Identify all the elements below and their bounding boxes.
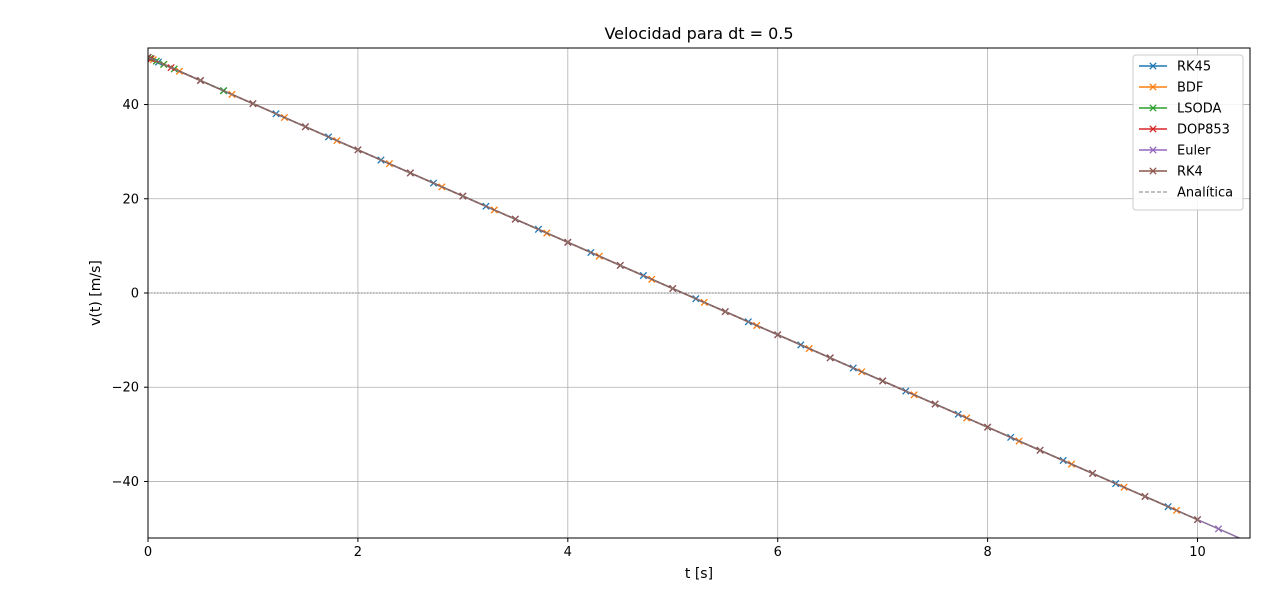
x-tick-label: 4 (564, 545, 572, 560)
y-axis-label: v(t) [m/s] (88, 260, 104, 326)
y-tick-label: 20 (122, 192, 139, 207)
legend-item: RK4 (1139, 165, 1203, 180)
data-point (1247, 540, 1253, 546)
data-point (511, 215, 519, 223)
legend-label: Analítica (1177, 186, 1233, 201)
data-point (983, 423, 992, 431)
legend-item: Euler (1139, 144, 1211, 159)
legend-item: BDF (1139, 81, 1203, 96)
y-axis: −40 −20 0 20 40 (112, 98, 148, 490)
legend-item: LSODA (1139, 102, 1222, 117)
legend-label: DOP853 (1177, 123, 1230, 138)
x-tick-label: 0 (144, 545, 152, 560)
x-tick-label: 10 (1189, 545, 1206, 560)
legend-marker (1149, 146, 1157, 154)
y-tick-label: −40 (112, 475, 139, 490)
series-layer (148, 53, 1253, 546)
chart-title: Velocidad para dt = 0.5 (604, 24, 793, 43)
data-point (879, 377, 887, 385)
legend-label: Euler (1177, 144, 1211, 159)
x-axis-label: t [s] (685, 566, 713, 582)
x-tick-label: 8 (983, 545, 991, 560)
y-tick-label: 0 (131, 287, 139, 302)
series-anal-tica (148, 56, 1241, 538)
legend-item: DOP853 (1139, 123, 1230, 138)
series-line (148, 56, 1241, 538)
data-point (1214, 525, 1223, 533)
x-axis: 0 2 4 6 8 10 (144, 538, 1206, 560)
x-tick-label: 2 (354, 545, 362, 560)
data-point (148, 53, 152, 62)
y-tick-label: 40 (122, 98, 139, 113)
legend-marker (1149, 83, 1157, 91)
data-point (301, 123, 310, 131)
x-tick-label: 6 (774, 545, 782, 560)
legend-marker (1149, 104, 1157, 112)
legend: RK45 BDF LSODA DOP853 Euler RK4 Analítica (1132, 54, 1244, 211)
legend-label: LSODA (1177, 102, 1222, 117)
legend-label: BDF (1177, 81, 1203, 96)
legend-marker (1149, 167, 1157, 175)
y-tick-label: −20 (112, 381, 139, 396)
legend-item: RK45 (1139, 60, 1211, 75)
legend-marker (1149, 125, 1157, 133)
data-point (406, 169, 415, 177)
legend-item: Analítica (1139, 186, 1233, 201)
legend-label: RK45 (1177, 60, 1211, 75)
data-point (774, 331, 782, 339)
legend-label: RK4 (1177, 165, 1203, 180)
legend-marker (1149, 62, 1157, 70)
